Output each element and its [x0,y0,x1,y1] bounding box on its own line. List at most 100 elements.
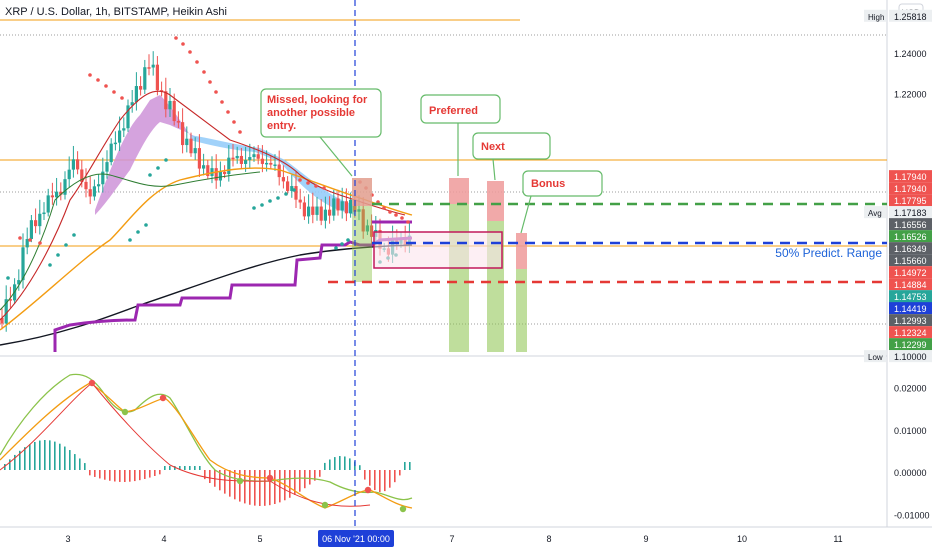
next-red-box [487,181,504,221]
candle-body [105,162,109,172]
price-tag [889,278,932,291]
candle-body [143,67,147,90]
candle-body [214,168,218,181]
psar-dot-green [284,192,288,196]
price-tag [889,206,932,219]
projection-bars [352,178,527,352]
price-tag [889,254,932,267]
candle-body [239,155,243,164]
macd-histogram-bar [219,470,221,491]
macd-histogram-bar [54,441,56,470]
psar-dot-red [322,186,326,190]
callout-missed-line2: another possible [267,107,355,119]
candle-body [302,202,306,217]
macd-histogram-bar [114,470,116,482]
psar-dot-red [28,238,32,242]
macd-histogram-bar [289,470,291,498]
price-axis[interactable]: 1.25818 High 1.24000 1.22000 1.17940 1.17940 1… [864,9,932,363]
oscillator-axis[interactable]: 0.02000 0.01000 0.00000 -0.01000 [894,384,930,521]
oscillator-tick-label: 0.00000 [894,468,927,478]
macd-histogram-bar [39,440,41,470]
psar-dot-red [104,84,108,88]
psar-dot-green [260,203,264,207]
candle-body [25,239,29,248]
candle-body [260,158,264,164]
psar-dot-red [400,216,404,220]
macd-histogram-bar [274,470,276,505]
price-tag-text: 1.12299 [894,340,927,350]
macd-histogram-bar [189,466,191,470]
psar-dot-green [340,242,344,246]
callout-next-text: Next [481,141,505,153]
price-tag-text: 1.24000 [894,49,927,59]
candle-body [59,191,63,195]
candle-body [344,201,348,214]
macd-histogram-bar [344,456,346,470]
candle-body [323,209,327,221]
price-tag-text: 1.14884 [894,280,927,290]
candle-body [370,225,374,237]
price-tag-label-bg [864,206,886,219]
psar-dot-red [220,100,224,104]
price-tag-text: 1.25818 [894,12,927,22]
candle-body [319,206,323,221]
macd-cross-dot [121,408,129,416]
candle-body [349,199,353,214]
candle-body [277,164,281,178]
macd-histogram-bar [239,470,241,502]
candle-body [290,186,294,191]
ma-black-line [0,244,413,346]
psar-dot-red [394,213,398,217]
psar-dot-green [144,223,148,227]
oscillator-tick-label: -0.01000 [894,510,930,520]
macd-histogram-bar [224,470,226,494]
macd-histogram-bar [69,450,71,470]
entry-red-box [352,178,372,206]
candle-body [315,206,319,215]
candle-body [197,148,201,169]
macd-histogram-bar [399,470,401,476]
macd-histogram-bar [34,441,36,470]
callout-missed: Missed, looking for another possible ent… [260,88,382,177]
candle-body [139,86,143,90]
reference-lines [0,19,887,325]
candle-body [130,102,134,106]
candle-body [269,162,273,165]
psar-dot-red [120,96,124,100]
candle-body [155,64,159,91]
macd-cross-dot [266,474,274,482]
macd-histogram-bar [74,454,76,470]
psar-dot-red [88,73,92,77]
candle-body [168,100,172,110]
psar-dot-green [252,206,256,210]
candle-body [151,64,155,68]
candle-body [126,105,130,129]
candle-body [223,171,227,175]
price-tag-text: 1.14419 [894,304,927,314]
callout-preferred: Preferred [420,94,501,176]
psar-dot-green [136,230,140,234]
candle-body [218,171,222,181]
preferred-red-box [449,178,469,204]
psar-dot-red [96,78,100,82]
psar-dot-red [195,60,199,64]
candle-body [42,212,46,215]
signal-line [0,382,413,509]
macd-histogram-bar [229,470,231,497]
ma-red-line [0,90,406,321]
price-tag [889,242,932,255]
macd-histogram-bar [259,470,261,506]
price-tag-text: 1.17940 [894,172,927,182]
candle-body [17,280,21,285]
psar-dot-green [56,253,60,257]
time-axis[interactable]: 3 4 5 7 8 9 10 11 [65,534,842,544]
macd-histogram-bar [99,470,101,479]
macd-histogram-bar [104,470,106,480]
macd-histogram-bar [179,466,181,470]
psar-dot-red [382,206,386,210]
macd-histogram-bar [194,466,196,470]
symbol-title: XRP / U.S. Dollar, 1h, BITSTAMP, Heikin … [5,6,227,18]
price-tag-label: High [868,13,884,22]
